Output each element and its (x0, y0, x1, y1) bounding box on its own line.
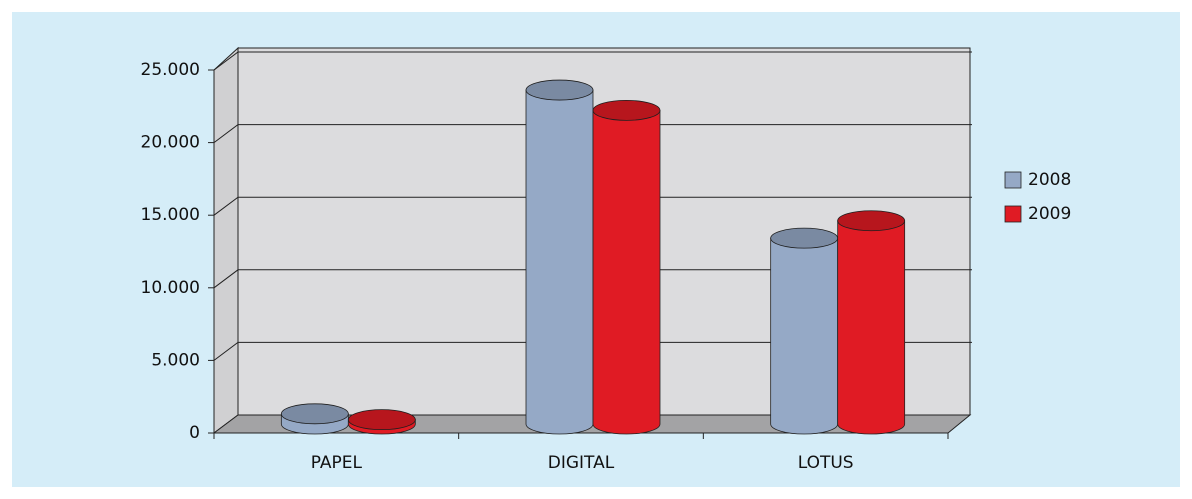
cylinder-top-shade (593, 100, 660, 121)
legend-swatch (1004, 205, 1022, 223)
cylinder-top (280, 403, 349, 425)
y-tick-label: 20.000 (141, 133, 200, 153)
grid-line (213, 269, 972, 289)
y-tick-label: 25.000 (141, 60, 200, 80)
side-wall (213, 46, 239, 434)
cylinder (837, 220, 906, 435)
legend-label: 2008 (1028, 170, 1071, 190)
cylinder-top-shade (837, 210, 905, 231)
legend-swatch (1004, 171, 1022, 189)
grid-line (213, 124, 972, 144)
cylinder-top-shade (770, 228, 838, 249)
grid-line (213, 196, 972, 216)
grid-line (213, 341, 972, 361)
legend-label: 2009 (1028, 204, 1071, 224)
y-tick-label: 5.000 (151, 350, 200, 370)
y-tick-label: 10.000 (141, 278, 200, 298)
x-tick-label: LOTUS (798, 453, 854, 473)
cylinder (770, 237, 839, 435)
cylinder-top (837, 210, 906, 232)
cylinder-top-shade (281, 403, 349, 424)
cylinder-top-shade (348, 409, 416, 430)
cylinder-top-shade (526, 80, 593, 101)
x-tick-label: DIGITAL (548, 453, 615, 473)
y-tick-label: 15.000 (141, 205, 200, 225)
cylinder (592, 109, 661, 435)
cylinder-top (592, 99, 661, 121)
y-tick-label: 0 (189, 423, 200, 443)
cylinder-top (525, 79, 594, 101)
x-tick-label: PAPEL (311, 453, 363, 473)
cylinder (525, 89, 594, 435)
cylinder-top (347, 409, 416, 431)
grid-line (213, 51, 972, 71)
